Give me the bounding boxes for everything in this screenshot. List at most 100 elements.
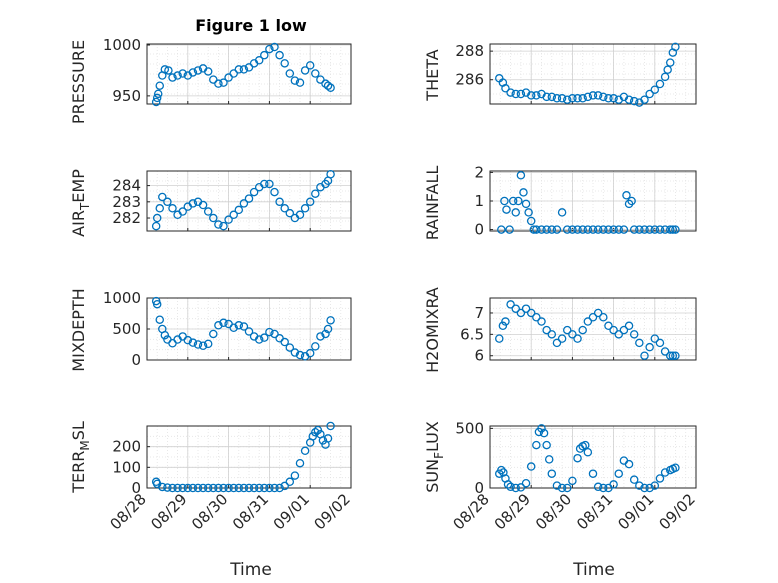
data-point	[173, 483, 182, 493]
data-point	[260, 50, 269, 60]
data-point	[557, 208, 567, 217]
data-point	[295, 210, 305, 220]
data-point	[516, 89, 526, 99]
ylabel-rainfall: RAINFALL	[423, 166, 442, 241]
subplot-theta: 286 288	[455, 42, 697, 107]
data-point	[526, 216, 536, 226]
data-point	[604, 321, 613, 331]
axes-frame-pressure	[146, 43, 352, 105]
data-point	[323, 434, 333, 443]
axes-frame-terr_msl	[146, 425, 352, 489]
data-point	[544, 455, 554, 464]
data-point	[506, 300, 515, 309]
data-point	[164, 66, 173, 75]
data-point	[280, 337, 289, 347]
data-point	[285, 343, 295, 352]
data-point	[311, 427, 320, 437]
data-point	[152, 299, 162, 309]
data-point	[500, 196, 509, 206]
data-point	[573, 453, 582, 463]
data-point	[526, 462, 536, 471]
ylabel-terr-msl-rest: SL	[69, 421, 88, 440]
data-point	[209, 483, 218, 493]
data-point	[599, 225, 608, 234]
data-point	[514, 196, 523, 206]
data-point	[521, 199, 531, 209]
data-point	[270, 187, 279, 197]
data-point	[280, 204, 289, 213]
data-point	[326, 421, 335, 431]
data-point	[254, 56, 264, 65]
data-point	[519, 188, 528, 197]
data-point	[668, 225, 678, 234]
subplot-pressure: 950 1000	[103, 36, 352, 107]
data-point	[563, 325, 572, 335]
data-point	[629, 96, 639, 106]
data-point	[318, 436, 328, 445]
axes-frame-h2omixra	[489, 297, 697, 361]
data-point	[234, 205, 244, 215]
ylabel-sun-flux-main: SUN	[423, 459, 442, 493]
data-point	[151, 97, 161, 107]
ylabel-theta: THETA	[423, 49, 442, 101]
data-point	[593, 482, 603, 492]
data-point	[578, 325, 587, 335]
data-point	[239, 199, 249, 208]
y-tick-label: 284	[112, 177, 141, 195]
data-point	[311, 342, 320, 351]
data-point	[557, 94, 567, 103]
data-point	[547, 92, 557, 102]
xlabel-right: Time	[572, 560, 615, 580]
data-point	[203, 483, 213, 493]
data-point	[573, 225, 582, 234]
axes-frame-rainfall	[489, 170, 697, 232]
data-point	[239, 65, 249, 74]
data-point	[588, 312, 598, 322]
data-point	[640, 351, 649, 360]
data-point	[219, 483, 228, 493]
data-point	[265, 327, 274, 337]
data-point	[614, 330, 624, 339]
data-point	[193, 483, 203, 493]
data-point	[497, 465, 506, 475]
data-point	[224, 215, 233, 224]
data-point	[537, 317, 546, 326]
data-point	[506, 88, 515, 97]
ylabel-sun-flux-rest: LUX	[423, 421, 442, 452]
data-point	[229, 483, 238, 493]
data-point	[563, 95, 572, 104]
data-point	[260, 333, 269, 342]
data-point	[671, 225, 680, 234]
data-point	[316, 332, 325, 341]
data-point	[671, 463, 680, 472]
data-point	[219, 221, 228, 231]
data-point	[295, 78, 305, 87]
ylabel-pressure: PRESSURE	[69, 40, 88, 124]
data-point	[645, 225, 654, 234]
data-point	[300, 446, 310, 456]
data-point	[244, 194, 254, 203]
ylabel-mixdepth: MIXDEPTH	[69, 288, 88, 371]
data-point	[614, 469, 624, 478]
data-point	[537, 225, 546, 234]
y-tick-label: 0	[131, 351, 141, 369]
y-tick-label: 0	[474, 221, 484, 239]
data-point	[249, 187, 259, 197]
axes-frame-mixdepth	[146, 297, 352, 361]
data-point	[234, 483, 244, 493]
data-point	[663, 65, 672, 74]
data-point	[260, 483, 269, 493]
data-point	[635, 481, 644, 490]
data-point	[660, 72, 670, 82]
data-point	[660, 347, 670, 356]
data-point	[645, 342, 654, 352]
data-point	[552, 481, 562, 490]
data-point	[563, 225, 572, 234]
data-point	[557, 334, 567, 343]
ylabel-sun-flux: SUNFLUX	[423, 421, 446, 493]
data-point	[640, 225, 649, 234]
data-point	[609, 225, 618, 234]
ylabel-h2omixra: H2OMIXRA	[423, 287, 442, 373]
data-point	[671, 351, 680, 360]
data-point	[629, 225, 639, 234]
